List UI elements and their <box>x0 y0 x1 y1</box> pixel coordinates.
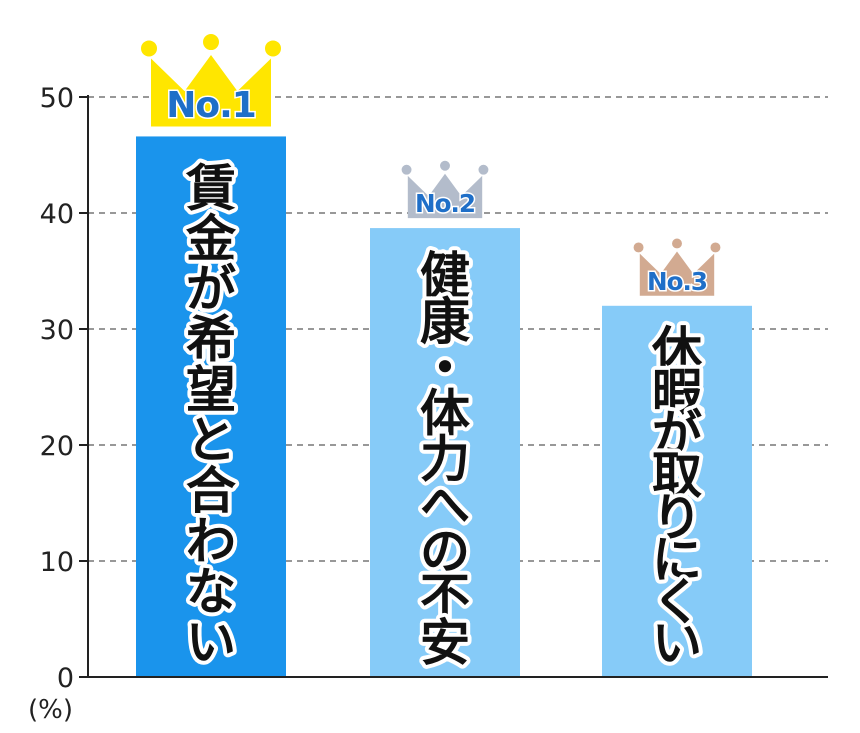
y-axis-unit: (%) <box>28 695 73 725</box>
rank-label-1: No.1 <box>166 85 256 126</box>
y-tick-label-0: 0 <box>57 663 74 694</box>
crown-jewel <box>141 40 157 57</box>
crown-jewel <box>710 242 721 253</box>
axes: 0 10 20 30 40 50 <box>40 83 828 694</box>
bar-label-3: 休暇が取りにくい <box>651 321 703 672</box>
crown-jewel <box>203 34 219 51</box>
y-tick-label-50: 50 <box>40 83 74 114</box>
crown-body <box>407 173 483 219</box>
crown-2-icon: No.2 <box>401 160 489 220</box>
bar-3 <box>602 305 752 677</box>
crowns: No.1 No.2 No.3 <box>141 34 721 297</box>
rank-label-2: No.2 <box>415 189 475 218</box>
bar-label-1: 賃金が希望と合わない <box>185 159 237 671</box>
crown-body <box>151 55 271 127</box>
crown-jewel <box>633 242 644 253</box>
crown-body <box>639 251 715 296</box>
bar-label-2: 健康・体力への不安 <box>420 247 470 672</box>
crown-3-icon: No.3 <box>633 238 721 297</box>
y-tick-label-10: 10 <box>40 547 74 578</box>
crown-jewel <box>478 164 489 175</box>
crown-1-icon: No.1 <box>141 34 281 127</box>
bars: 賃金が希望と合わない 健康・体力への不安 休暇が取りにくい <box>136 136 752 677</box>
rank-label-3: No.3 <box>647 267 707 296</box>
y-tick-label-20: 20 <box>40 431 74 462</box>
bar-2 <box>370 228 520 677</box>
crown-jewel <box>672 238 682 249</box>
crown-jewel <box>440 160 450 171</box>
crown-jewel <box>401 164 412 175</box>
crown-jewel <box>265 40 281 57</box>
bar-1 <box>136 136 286 677</box>
y-tick-label-40: 40 <box>40 199 74 230</box>
y-tick-label-30: 30 <box>40 315 74 346</box>
